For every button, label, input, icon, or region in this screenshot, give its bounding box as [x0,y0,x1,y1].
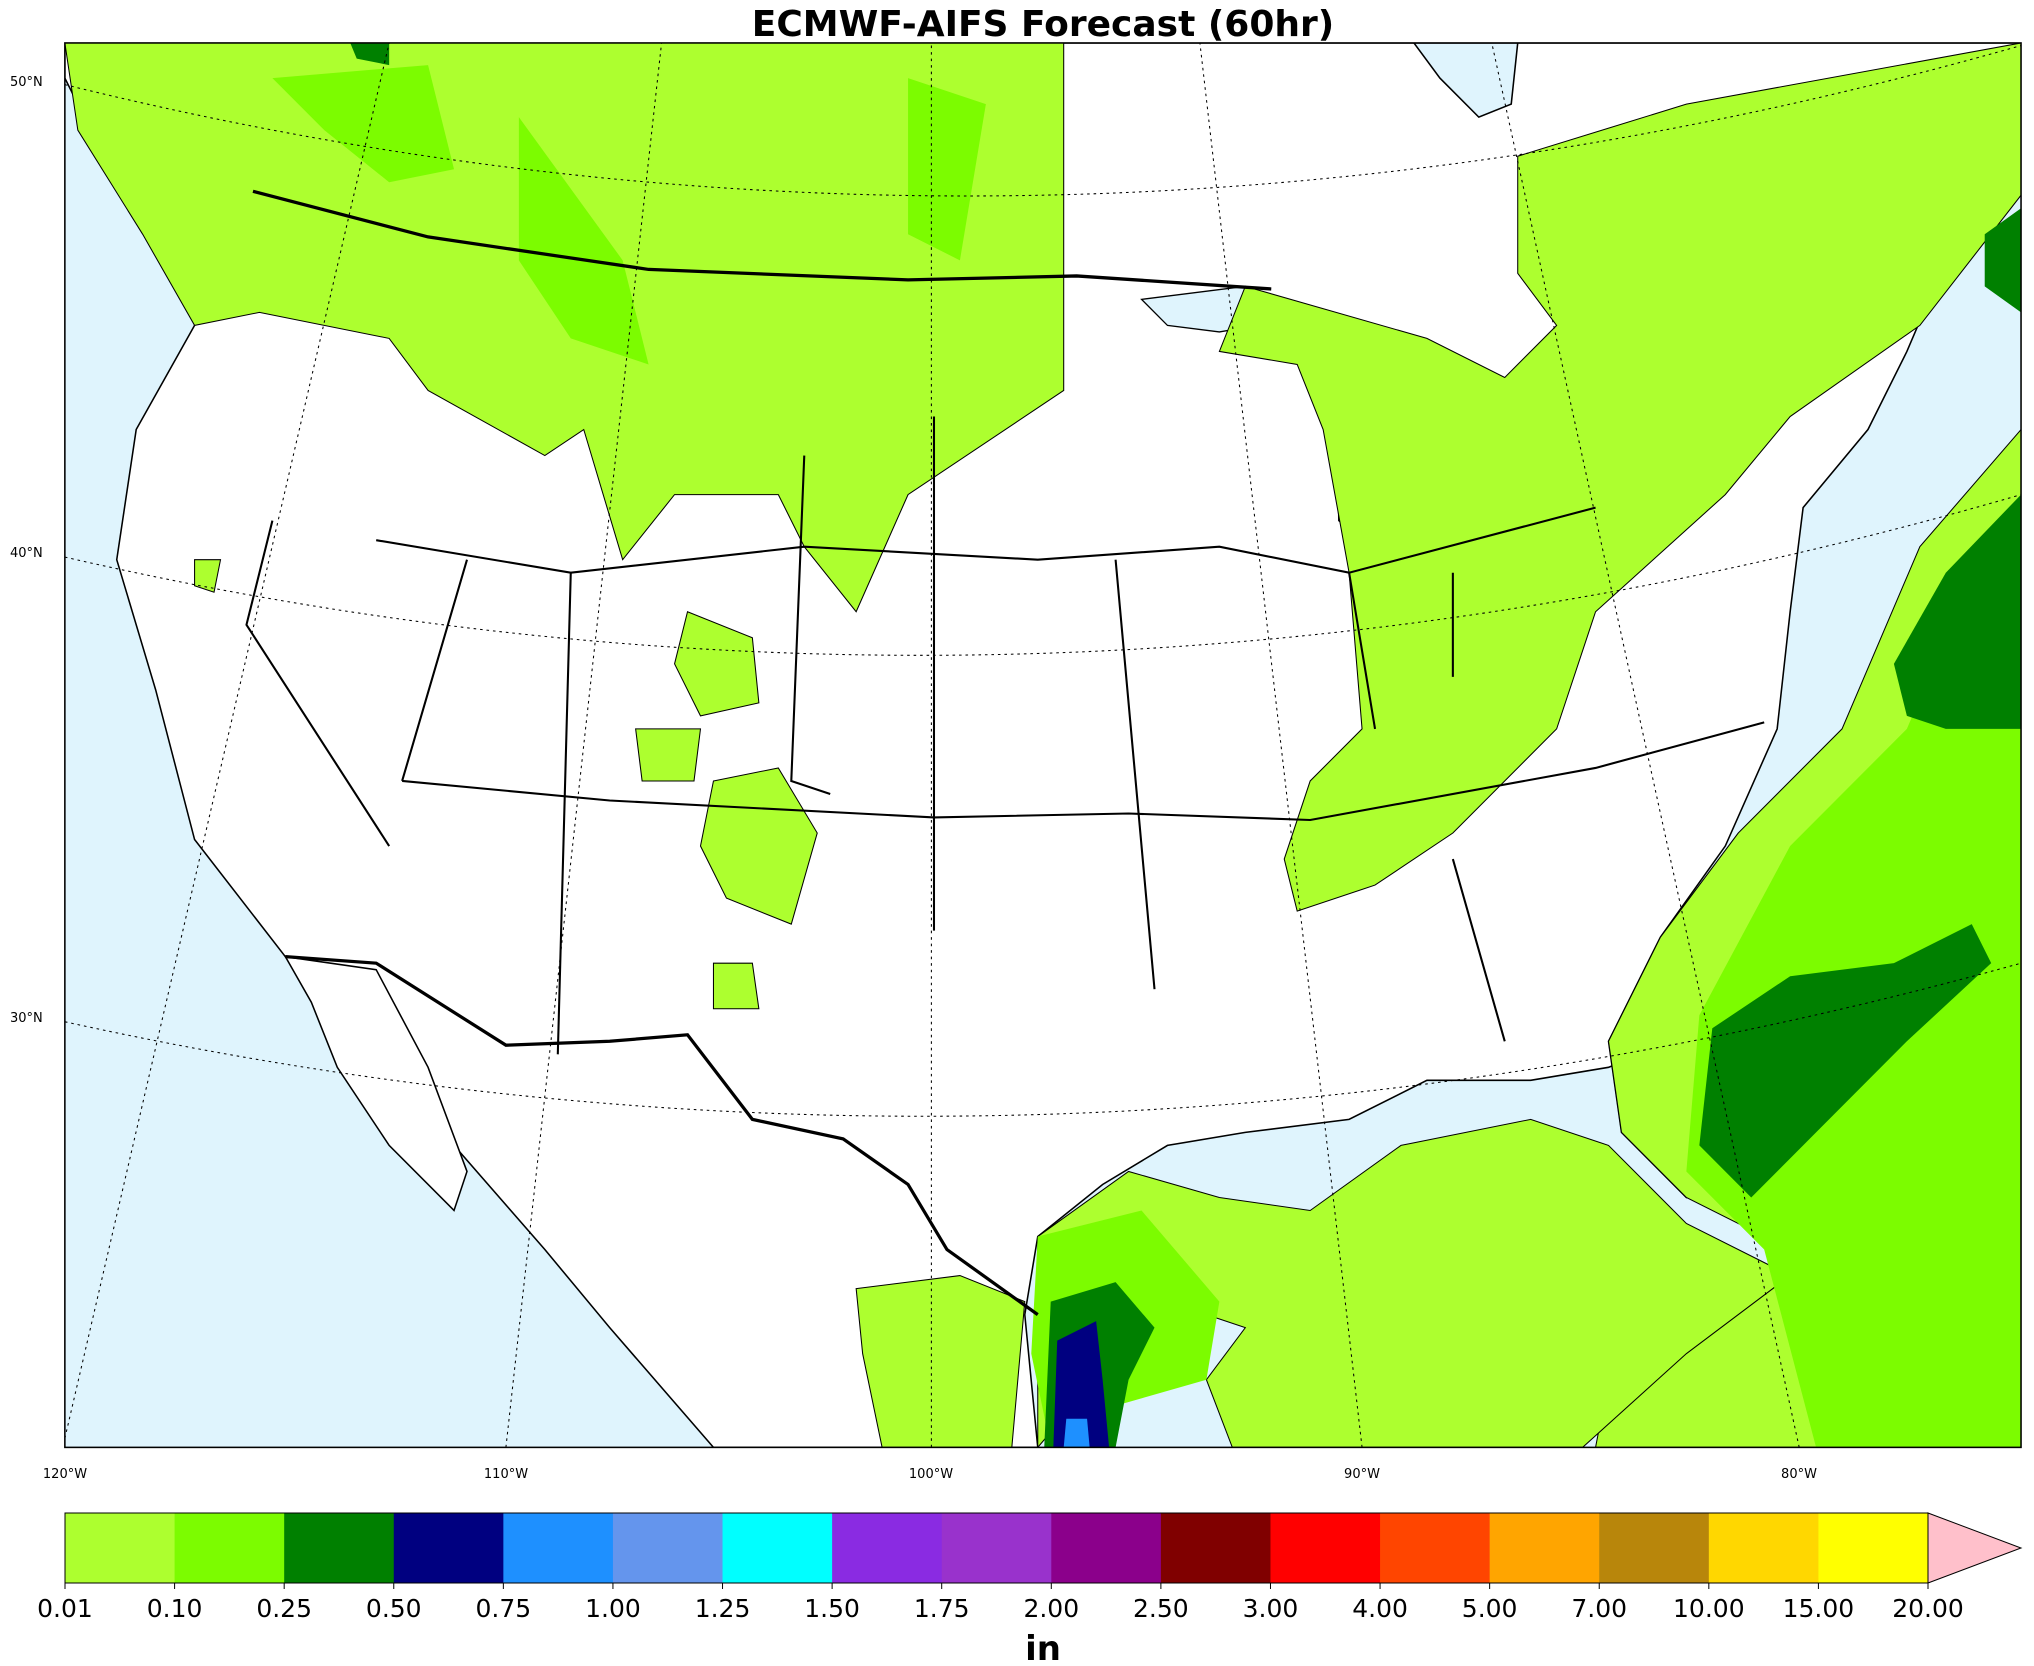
longitude-label: 80°W [1781,1467,1817,1482]
colorbar-tick-label: 1.75 [914,1594,970,1623]
colorbar-box [1380,1513,1491,1583]
colorbar-tick-label: 1.00 [585,1594,641,1623]
precip-0.75 [1063,1418,1090,1448]
map-frame [64,42,2022,1449]
colorbar-box [393,1513,504,1583]
colorbar-box [1599,1513,1710,1583]
colorbar-extend [1927,1512,2023,1584]
baja [283,955,468,1212]
graticule [64,42,2022,1448]
precip-0.50 [1053,1321,1110,1448]
borders [245,189,1765,1316]
precip-0.25 [350,42,2022,1448]
hudson-bay [1412,42,1519,119]
colorbar-box [1818,1513,1929,1583]
colorbar-tick-label: 20.00 [1892,1594,1964,1623]
colorbar: 0.01 0.10 0.25 0.50 0.75 1.00 1.25 1.50 1.75 2.00… [37,1512,2023,1623]
colorbar-tick-label: 0.25 [256,1594,312,1623]
map [64,42,2022,1449]
colorbar-tick-label: 3.00 [1243,1594,1299,1623]
colorbar-box [1051,1513,1162,1583]
latitude-label: 50°N [10,75,43,90]
colorbar-box [1270,1513,1381,1583]
colorbar-box [941,1513,1052,1583]
latitude-label: 40°N [10,546,43,561]
latitude-label: 30°N [10,1011,43,1026]
colorbar-tick-label: 10.00 [1673,1594,1745,1623]
colorbar-box [284,1513,395,1583]
colorbar-box [832,1513,943,1583]
longitude-label: 110°W [484,1467,528,1482]
colorbar-box [503,1513,614,1583]
colorbar-tick-label: 0.10 [147,1594,203,1623]
colorbar-tick-label: 2.50 [1133,1594,1189,1623]
colorbar-tick-label: 1.25 [695,1594,751,1623]
colorbar-box [65,1513,176,1583]
longitude-label: 120°W [43,1467,87,1482]
colorbar-tick-label: 0.50 [366,1594,422,1623]
colorbar-box [612,1513,724,1583]
colorbar-tick-label: 1.50 [804,1594,860,1623]
colorbar-tick-label: 15.00 [1783,1594,1855,1623]
colorbar-box [1160,1513,1271,1583]
colorbar-box [722,1513,833,1583]
colorbar-tick-label: 0.01 [37,1594,93,1623]
title: ECMWF-AIFS Forecast (60hr) [752,4,1335,45]
longitude-label: 90°W [1344,1467,1380,1482]
colorbar-box [1708,1513,1819,1583]
longitude-label: 100°W [909,1467,953,1482]
colorbar-label: in [1025,1629,1061,1666]
colorbar-tick-label: 5.00 [1462,1594,1518,1623]
colorbar-tick-label: 2.00 [1023,1594,1079,1623]
colorbar-frame [64,1512,1929,1584]
colorbar-tick-label: 7.00 [1571,1594,1627,1623]
colorbar-tick-label: 4.00 [1352,1594,1408,1623]
colorbar-box [174,1513,285,1583]
axis-labels: 50°N 40°N 30°N 120°W 110°W 100°W 90°W 80°W [10,75,1817,1482]
colorbar-tick-label: 0.75 [476,1594,532,1623]
colorbar-box [1489,1513,1600,1583]
